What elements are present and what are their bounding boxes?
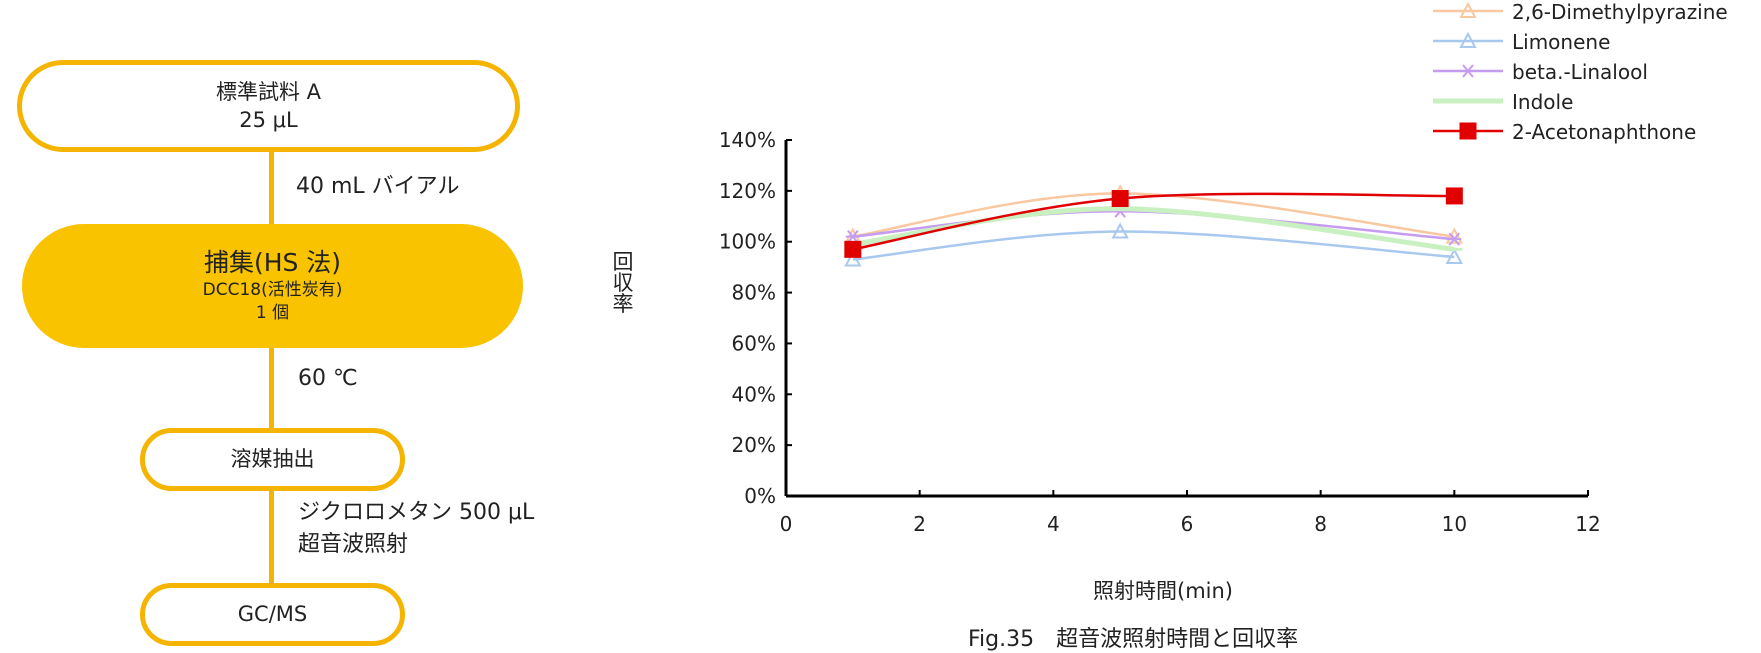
legend-item: 2,6-Dimethylpyrazine (1433, 0, 1728, 24)
x-tick-label: 12 (1575, 512, 1600, 536)
data-point (1445, 187, 1463, 205)
x-tick-label: 10 (1442, 512, 1467, 536)
step-collection-count: 1 個 (255, 303, 290, 324)
step-solvent-extraction: 溶媒抽出 (140, 428, 405, 491)
chart-ticks: 0% 20% 40% 60% 80% 100% 120% 140% 0 2 4 6 8 10 12 (719, 128, 1601, 536)
step-standard-sample: 標準試料 A 25 μL (17, 60, 520, 152)
step-standard-sample-label: 標準試料 A (215, 79, 322, 104)
data-point (845, 229, 860, 244)
step-gcms: GC/MS (140, 583, 405, 646)
legend-marker (1459, 31, 1477, 48)
note-temperature: 60 ℃ (298, 366, 358, 391)
y-tick-label: 140% (719, 128, 776, 152)
flowchart: 標準試料 A 25 μL 40 mL バイアル 捕集(HS 法) DCC18(活… (0, 0, 560, 652)
note-dichloromethane-volume: ジクロロメタン 500 μL (298, 500, 535, 525)
step-solvent-extraction-label: 溶媒抽出 (230, 447, 315, 472)
step-collection-title: 捕集(HS 法) (203, 247, 342, 277)
legend-label: beta.-Linalool (1512, 60, 1648, 84)
series-line (852, 230, 1455, 261)
note-dichloromethane: ジクロロメタン 500 μL 超音波照射 (298, 497, 534, 561)
y-axis-title: 回収率 (610, 251, 634, 314)
connector-1 (269, 152, 274, 224)
data-point (1447, 232, 1462, 246)
legend-marker (1459, 1, 1477, 18)
y-tick-label: 100% (719, 230, 776, 254)
data-point (1111, 222, 1129, 239)
data-point (844, 250, 862, 267)
data-point (1111, 189, 1129, 207)
data-point (844, 240, 862, 258)
legend-item: 2-Acetonaphthone (1433, 120, 1696, 144)
chart-axes (784, 140, 1588, 498)
y-tick-label: 120% (719, 179, 776, 203)
legend-label: 2,6-Dimethylpyrazine (1512, 0, 1728, 24)
y-tick-label: 0% (744, 484, 776, 508)
legend-label: Indole (1512, 90, 1573, 114)
legend-item: Indole (1433, 90, 1573, 114)
chart-series (844, 184, 1464, 267)
chart-legend: 2,6-Dimethylpyrazine Limonene beta.-Linalo… (1433, 0, 1728, 144)
legend-marker (1461, 64, 1475, 78)
y-tick-label: 20% (732, 433, 776, 457)
x-tick-label: 8 (1314, 512, 1327, 536)
legend-label: Limonene (1512, 30, 1610, 54)
x-axis-title: 照射時間(min) (1093, 579, 1233, 603)
step-collection: 捕集(HS 法) DCC18(活性炭有) 1 個 (22, 224, 523, 348)
y-tick-label: 40% (732, 382, 776, 406)
y-tick-label: 60% (732, 331, 776, 355)
legend-item: Limonene (1433, 30, 1610, 54)
legend-item: beta.-Linalool (1433, 60, 1648, 84)
x-tick-label: 2 (913, 512, 926, 536)
x-tick-label: 6 (1181, 512, 1194, 536)
y-tick-label: 80% (732, 281, 776, 305)
x-tick-label: 4 (1047, 512, 1060, 536)
step-gcms-label: GC/MS (237, 602, 308, 627)
figure-caption: Fig.35 超音波照射時間と回収率 (968, 627, 1299, 652)
connector-3 (269, 491, 274, 583)
legend-marker (1459, 122, 1477, 140)
series-4 (844, 187, 1463, 258)
note-ultrasonic: 超音波照射 (298, 531, 409, 557)
connector-2 (269, 348, 274, 428)
series-3 (844, 206, 1463, 252)
data-point (1445, 247, 1464, 264)
note-vial: 40 mL バイアル (296, 174, 460, 199)
series-1 (844, 222, 1464, 267)
step-standard-sample-volume: 25 μL (239, 108, 298, 132)
step-collection-media: DCC18(活性炭有) (202, 280, 343, 301)
x-tick-label: 0 (780, 512, 793, 536)
legend-label: 2-Acetonaphthone (1512, 120, 1696, 144)
